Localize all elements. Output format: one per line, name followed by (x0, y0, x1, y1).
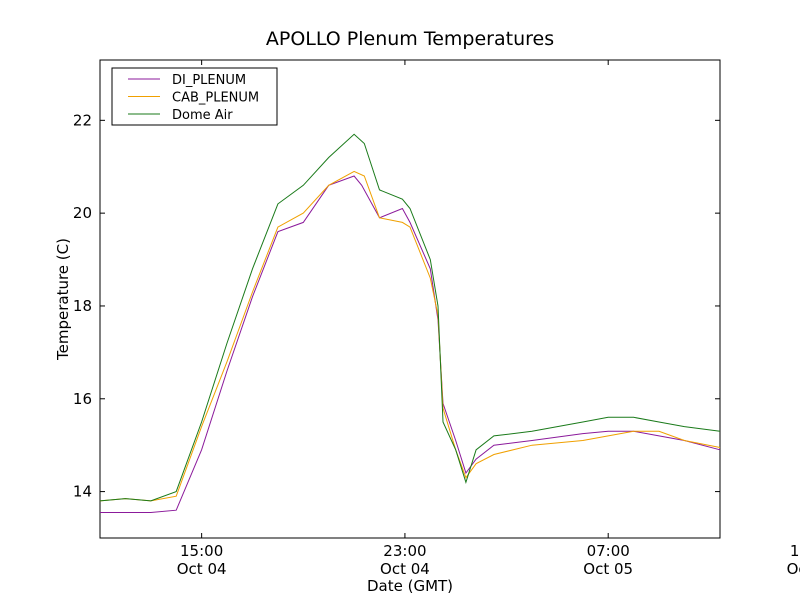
x-tick-label-date: Oct 04 (177, 560, 227, 578)
plot-frame (99, 59, 721, 539)
x-tick-label-date: Oct 05 (787, 560, 800, 578)
x-axis-label: Date (GMT) (367, 577, 453, 595)
legend-label: CAB_PLENUM (172, 91, 259, 106)
y-tick-label: 22 (73, 111, 92, 129)
legend-label: Dome Air (172, 108, 233, 123)
series-line-dome-air (99, 133, 721, 502)
series-line-cab-plenum (99, 170, 721, 502)
y-axis-label: Temperature (C) (54, 238, 72, 361)
y-tick-label: 16 (73, 390, 92, 408)
y-tick-label: 18 (73, 297, 92, 315)
x-tick-label-time: 15:00 (790, 542, 800, 560)
x-tick-label-date: Oct 04 (380, 560, 430, 578)
y-tick-label: 14 (73, 483, 92, 501)
x-tick-label-time: 07:00 (587, 542, 630, 560)
x-tick-label-time: 23:00 (383, 542, 426, 560)
x-tick-label-date: Oct 05 (583, 560, 633, 578)
legend: DI_PLENUM CAB_PLENUM Dome Air (111, 67, 278, 126)
x-tick-label-time: 15:00 (180, 542, 223, 560)
chart-title: APOLLO Plenum Temperatures (266, 28, 554, 50)
y-tick-label: 20 (73, 204, 92, 222)
legend-label: DI_PLENUM (172, 73, 246, 88)
series-line-di-plenum (100, 175, 721, 513)
